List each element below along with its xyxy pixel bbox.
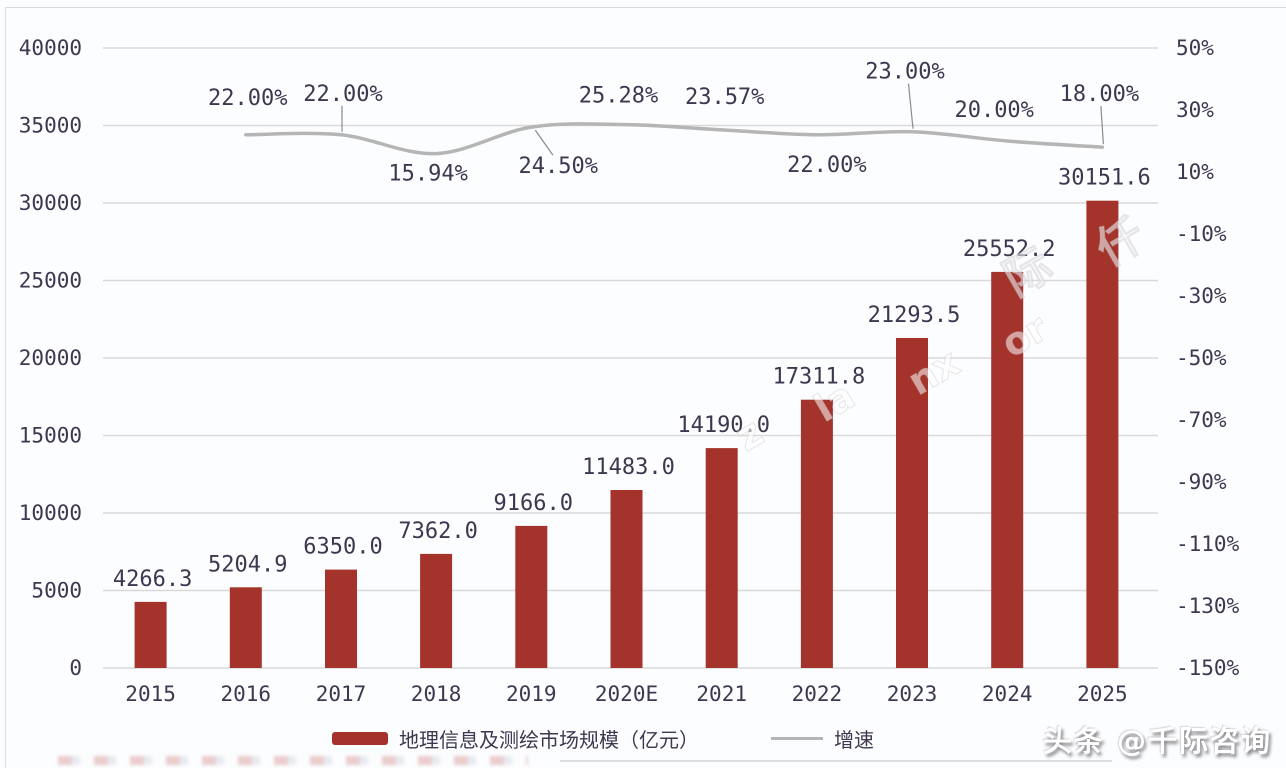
svg-text:22.00%: 22.00% bbox=[787, 153, 866, 178]
svg-text:4266.3: 4266.3 bbox=[113, 567, 192, 592]
svg-text:-70%: -70% bbox=[1176, 408, 1227, 432]
svg-text:40000: 40000 bbox=[19, 36, 82, 60]
svg-text:0: 0 bbox=[69, 656, 82, 680]
svg-text:20.00%: 20.00% bbox=[954, 98, 1033, 123]
right-axis-labels: 50% 30% 10% -10% -30% -50% -70% -90% -110% -130% -… bbox=[1176, 36, 1240, 680]
bar-2022 bbox=[800, 399, 833, 668]
svg-text:50%: 50% bbox=[1176, 36, 1214, 60]
svg-text:5204.9: 5204.9 bbox=[208, 552, 287, 577]
svg-text:2021: 2021 bbox=[696, 682, 747, 706]
svg-text:23.57%: 23.57% bbox=[685, 85, 764, 110]
svg-text:6350.0: 6350.0 bbox=[303, 535, 382, 560]
legend-label-market-size: 地理信息及测绘市场规模（亿元） bbox=[399, 727, 699, 752]
svg-text:22.00%: 22.00% bbox=[208, 86, 287, 111]
left-axis-labels: 0 5000 10000 15000 20000 25000 30000 35000 40000 bbox=[19, 36, 82, 680]
svg-text:2018: 2018 bbox=[411, 682, 462, 706]
bar-2016 bbox=[229, 587, 262, 668]
bottom-edge-artifacts bbox=[58, 756, 528, 765]
svg-text:2023: 2023 bbox=[887, 682, 938, 706]
svg-text:23.00%: 23.00% bbox=[865, 60, 944, 85]
svg-text:15.94%: 15.94% bbox=[388, 162, 467, 187]
svg-text:22.00%: 22.00% bbox=[303, 82, 382, 107]
svg-text:30151.6: 30151.6 bbox=[1058, 166, 1151, 191]
svg-text:2016: 2016 bbox=[221, 682, 272, 706]
bottom-edge-gray-line bbox=[560, 760, 1112, 762]
bar-2025 bbox=[1086, 200, 1119, 668]
svg-text:-50%: -50% bbox=[1176, 346, 1227, 370]
growth-label-leader bbox=[907, 83, 914, 129]
svg-text:18.00%: 18.00% bbox=[1060, 82, 1139, 107]
growth-labels: 22.00% 22.00% 15.94% 24.50% 25.28% 23.57% 22.0… bbox=[208, 60, 1139, 187]
svg-text:14190.0: 14190.0 bbox=[677, 413, 770, 438]
svg-text:25000: 25000 bbox=[19, 269, 82, 293]
svg-text:2019: 2019 bbox=[506, 682, 557, 706]
legend-item-growth: 增速 bbox=[699, 724, 874, 753]
growth-label-leader bbox=[1100, 106, 1104, 145]
svg-text:-90%: -90% bbox=[1176, 470, 1227, 494]
svg-text:17311.8: 17311.8 bbox=[773, 365, 866, 390]
svg-text:11483.0: 11483.0 bbox=[582, 455, 675, 480]
svg-text:5000: 5000 bbox=[31, 579, 82, 603]
bar-2017 bbox=[325, 569, 357, 668]
svg-text:24.50%: 24.50% bbox=[519, 154, 598, 179]
svg-text:7362.0: 7362.0 bbox=[398, 519, 477, 544]
svg-text:-30%: -30% bbox=[1176, 284, 1227, 308]
bar-2015 bbox=[134, 601, 167, 668]
bar-value-labels: 4266.3 5204.9 6350.0 7362.0 9166.0 11483.0141… bbox=[113, 166, 1151, 592]
svg-text:9166.0: 9166.0 bbox=[494, 491, 573, 516]
svg-text:-150%: -150% bbox=[1176, 656, 1240, 680]
growth-line bbox=[244, 122, 1105, 156]
svg-text:35000: 35000 bbox=[19, 114, 82, 138]
bars bbox=[134, 200, 1119, 668]
svg-text:2024: 2024 bbox=[982, 682, 1033, 706]
legend-item-market-size: 地理信息及测绘市场规模（亿元） bbox=[332, 724, 699, 753]
svg-text:10%: 10% bbox=[1176, 160, 1214, 184]
watermark-bottom-right: 头条 @千际咨询 bbox=[1042, 724, 1272, 758]
svg-text:2022: 2022 bbox=[792, 682, 843, 706]
svg-text:21293.5: 21293.5 bbox=[868, 303, 961, 328]
svg-text:30000: 30000 bbox=[19, 191, 82, 215]
bar-series-swatch bbox=[332, 731, 388, 745]
x-axis-labels: 2015 2016 2017 2018 2019 2020E 2021 2022 2023 202… bbox=[125, 682, 1127, 706]
svg-text:2020E: 2020E bbox=[595, 682, 658, 706]
line-series-swatch bbox=[771, 736, 823, 740]
svg-text:10000: 10000 bbox=[19, 501, 82, 525]
bar-2019 bbox=[515, 525, 548, 668]
svg-text:2017: 2017 bbox=[316, 682, 367, 706]
growth-line-path bbox=[244, 122, 1105, 156]
legend-label-growth: 增速 bbox=[834, 727, 874, 752]
growth-label-leader bbox=[534, 129, 554, 156]
svg-text:-130%: -130% bbox=[1176, 594, 1240, 618]
svg-text:25.28%: 25.28% bbox=[579, 84, 658, 109]
svg-text:-10%: -10% bbox=[1176, 222, 1227, 246]
svg-text:20000: 20000 bbox=[19, 346, 82, 370]
bar-2021 bbox=[705, 448, 738, 668]
svg-text:-110%: -110% bbox=[1176, 532, 1240, 556]
bar-2020E bbox=[610, 490, 643, 668]
legend: 地理信息及测绘市场规模（亿元） 增速 bbox=[0, 724, 1206, 753]
svg-text:25552.2: 25552.2 bbox=[963, 237, 1056, 262]
svg-text:15000: 15000 bbox=[19, 424, 82, 448]
bar-2018 bbox=[420, 553, 453, 668]
bar-2023 bbox=[896, 338, 928, 668]
svg-text:2025: 2025 bbox=[1077, 682, 1128, 706]
svg-text:2015: 2015 bbox=[125, 682, 176, 706]
svg-text:30%: 30% bbox=[1176, 98, 1214, 122]
bar-2024 bbox=[991, 271, 1024, 668]
